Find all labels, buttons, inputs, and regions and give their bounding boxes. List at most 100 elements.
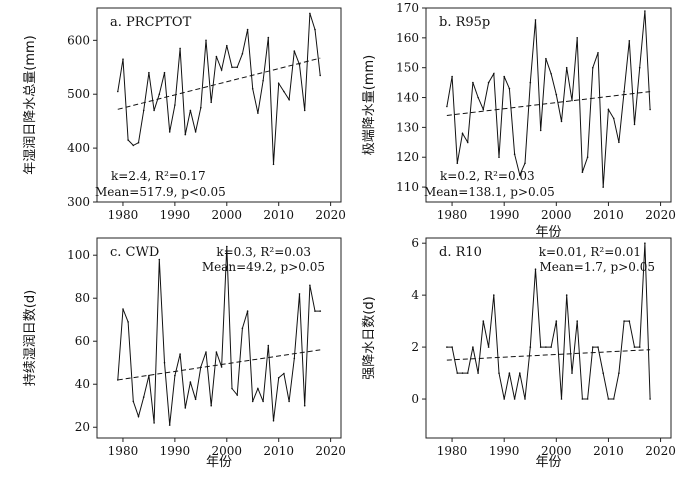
data-point: [571, 99, 573, 102]
y-axis-label: 持续湿润日数(d): [23, 290, 38, 386]
data-point: [122, 308, 124, 310]
data-point: [319, 310, 322, 312]
data-point: [565, 294, 568, 296]
data-point: [482, 108, 485, 111]
data-point: [503, 75, 506, 78]
data-point: [461, 372, 464, 374]
data-point: [545, 346, 547, 348]
y-tick-label: 170: [396, 1, 419, 15]
panel-3: 1980 1990 2000 2010 2020 0 2 4 6 d. R10 k=0.01, R²…: [362, 236, 676, 470]
data-point: [493, 72, 495, 75]
data-point: [132, 144, 135, 147]
data-point: [184, 133, 187, 136]
data-point: [602, 186, 604, 188]
x-tick-label: 2020: [315, 208, 346, 222]
data-point: [534, 268, 537, 271]
panel-title: c. CWD: [110, 245, 159, 260]
data-point: [226, 245, 228, 248]
data-point: [508, 372, 511, 374]
data-point: [257, 112, 259, 114]
panel-title: a. PRCPTOT: [110, 15, 192, 30]
data-point: [529, 346, 532, 348]
data-point: [519, 372, 521, 374]
data-point: [148, 374, 150, 377]
data-point: [576, 37, 578, 39]
data-point: [513, 153, 516, 155]
stats-line-2: Mean=138.1, p>0.05: [424, 185, 555, 199]
data-point: [638, 66, 641, 69]
trend-line: [446, 91, 651, 116]
y-tick-label: 130: [396, 120, 419, 134]
data-point: [158, 258, 161, 261]
data-point: [168, 131, 171, 133]
data-point: [246, 310, 249, 312]
stats-line-1: k=0.3, R²=0.03: [216, 245, 311, 259]
data-point: [623, 320, 625, 322]
data-point: [220, 69, 223, 71]
data-point: [194, 131, 197, 133]
data-point: [127, 321, 129, 323]
data-point: [498, 372, 500, 374]
data-point: [560, 398, 563, 400]
data-point: [314, 310, 316, 312]
data-point: [638, 346, 641, 348]
data-point: [298, 63, 301, 66]
plot-frame: [96, 7, 342, 203]
panel-1: 1980 1990 2000 2010 2020 110 120 130 140 150 160 17…: [362, 1, 676, 240]
y-tick-label: 160: [396, 31, 419, 45]
x-tick-label: 2010: [593, 208, 624, 222]
data-point: [560, 120, 563, 123]
trend-line: [117, 349, 321, 381]
data-point: [153, 109, 155, 112]
data-point: [529, 81, 532, 84]
data-point: [226, 44, 228, 47]
data-point: [498, 156, 500, 158]
data-point: [451, 75, 453, 78]
data-point: [179, 47, 181, 50]
data-point: [210, 101, 212, 104]
data-point: [163, 361, 166, 364]
y-tick-label: 40: [75, 377, 90, 391]
series-line: [446, 243, 651, 400]
data-point: [592, 346, 594, 348]
x-tick-label: 2010: [263, 208, 294, 222]
data-point: [581, 171, 584, 173]
data-point: [184, 407, 187, 409]
data-point: [122, 58, 124, 60]
data-point: [539, 129, 542, 132]
data-point: [607, 108, 610, 111]
y-tick-label: 0: [411, 392, 419, 406]
data-point: [303, 404, 306, 407]
data-point: [446, 105, 448, 108]
data-point: [539, 346, 542, 348]
data-point: [618, 372, 620, 374]
data-point: [586, 156, 589, 158]
data-point: [210, 404, 212, 407]
y-tick-label: 140: [396, 91, 419, 105]
x-tick-label: 1990: [489, 208, 520, 222]
x-tick-label: 1980: [108, 444, 139, 458]
x-tick-label: 1990: [489, 444, 520, 458]
data-point: [597, 346, 599, 348]
data-point: [633, 346, 636, 348]
data-point: [137, 141, 140, 144]
x-tick-label: 2020: [645, 444, 676, 458]
y-tick-label: 6: [411, 236, 419, 250]
data-point: [236, 66, 238, 69]
x-tick-label: 2020: [645, 208, 676, 222]
data-point: [293, 357, 296, 360]
data-point: [545, 57, 547, 60]
stats-line-2: Mean=49.2, p>0.05: [202, 260, 325, 274]
data-point: [513, 398, 516, 400]
data-point: [550, 72, 552, 75]
data-point: [612, 117, 615, 120]
x-tick-label: 2000: [541, 444, 572, 458]
x-tick-label: 1980: [437, 444, 468, 458]
data-point: [314, 28, 316, 31]
stats-line-1: k=0.01, R²=0.01: [539, 245, 641, 259]
data-point: [487, 81, 490, 84]
y-tick-label: 4: [411, 288, 419, 302]
y-tick-label: 150: [396, 61, 419, 75]
x-tick-label: 1990: [160, 208, 191, 222]
